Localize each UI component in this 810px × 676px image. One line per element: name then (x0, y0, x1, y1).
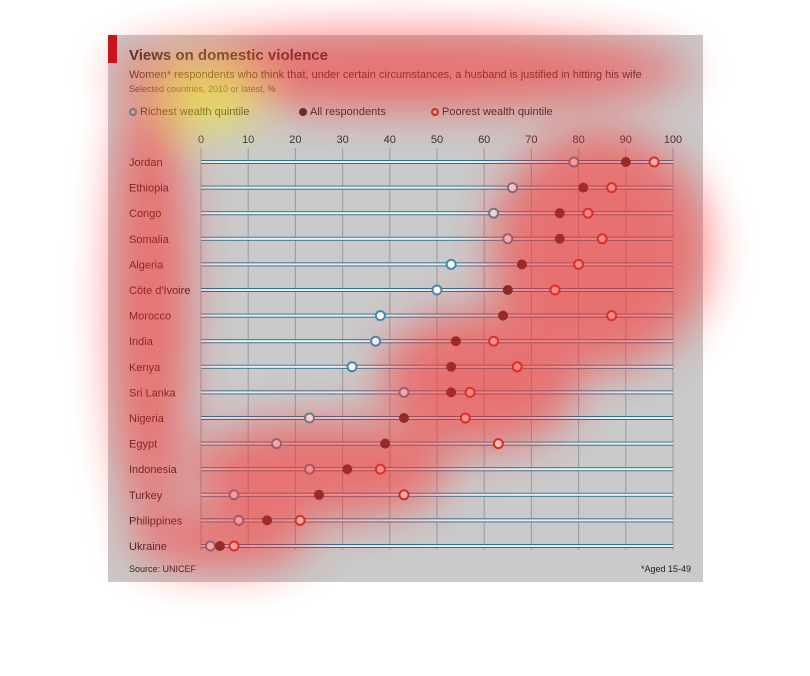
row-band (201, 263, 673, 266)
data-point-series-2 (582, 207, 594, 219)
data-point-series-2 (459, 412, 471, 424)
data-point-series-1 (578, 182, 589, 193)
category-label: Philippines (129, 515, 183, 527)
data-point-series-2 (606, 182, 618, 194)
data-point-series-1 (214, 541, 225, 551)
category-label: Somalia (129, 234, 170, 246)
data-point-series-0 (228, 489, 240, 501)
data-point-series-0 (374, 310, 386, 322)
x-tick-label: 10 (242, 134, 254, 146)
category-label: Turkey (129, 490, 163, 502)
row-band (201, 545, 673, 547)
chart-plot: 0 10 20 30 40 50 60 70 80 90 100 Jordan Ethiopia Cong… (129, 134, 682, 553)
data-point-series-0 (304, 463, 316, 475)
data-point-series-1 (314, 489, 324, 500)
x-tick-label: 50 (431, 134, 443, 146)
category-label: Congo (129, 208, 161, 220)
x-tick-label: 100 (664, 134, 682, 146)
x-tick-label: 60 (478, 134, 490, 146)
category-label: Algeria (129, 259, 164, 271)
data-point-series-2 (648, 156, 660, 168)
data-point-series-1 (262, 515, 273, 526)
row-band (201, 186, 673, 189)
data-point-series-1 (342, 464, 353, 475)
data-point-series-0 (370, 335, 382, 347)
row-band (201, 519, 673, 522)
category-label: Indonesia (129, 464, 178, 476)
data-point-series-0 (233, 514, 245, 526)
row-band (201, 314, 673, 317)
data-point-series-1 (554, 208, 565, 219)
data-point-series-0 (204, 540, 216, 552)
data-point-series-0 (488, 207, 500, 219)
data-point-series-0 (398, 386, 410, 398)
data-point-series-1 (554, 233, 565, 244)
data-point-series-2 (606, 310, 618, 322)
row-band (201, 237, 673, 240)
category-label: Côte d'Ivoire (129, 285, 190, 297)
category-label: Egypt (129, 439, 157, 451)
data-point-series-0 (502, 233, 514, 245)
data-point-series-0 (346, 361, 358, 373)
category-label: Ethiopia (129, 183, 170, 195)
data-point-series-1 (450, 336, 461, 347)
data-point-series-1 (398, 413, 409, 423)
category-label: Kenya (129, 362, 161, 374)
category-label: India (129, 336, 154, 348)
data-point-series-1 (620, 157, 631, 167)
data-point-series-1 (380, 438, 391, 449)
data-point-series-0 (568, 156, 580, 168)
x-tick-label: 0 (198, 134, 204, 146)
x-tick-label: 40 (384, 134, 396, 146)
x-tick-label: 90 (620, 134, 632, 146)
row-band (201, 493, 673, 496)
row-band (201, 391, 673, 394)
row-band (201, 417, 673, 419)
legend-filled-dark-icon (299, 108, 307, 116)
chart-source: Source: UNICEF (129, 564, 197, 574)
data-point-series-1 (516, 259, 527, 270)
category-label: Jordan (129, 157, 163, 169)
data-point-series-2 (511, 361, 523, 373)
data-point-series-1 (502, 285, 513, 295)
category-label: Sri Lanka (129, 387, 176, 399)
row-band (201, 340, 673, 343)
chart-panel: Views on domestic violence Women* respon… (108, 35, 703, 582)
data-point-series-2 (228, 540, 240, 552)
x-tick-label: 70 (525, 134, 537, 146)
data-point-series-0 (507, 182, 519, 194)
data-point-series-2 (488, 335, 500, 347)
data-point-series-2 (464, 386, 476, 398)
data-point-series-2 (549, 284, 561, 296)
data-point-series-1 (498, 310, 509, 321)
row-band (201, 468, 673, 471)
data-point-series-2 (398, 489, 410, 501)
data-point-series-0 (445, 258, 457, 270)
x-tick-label: 80 (572, 134, 584, 146)
row-band (201, 212, 673, 215)
data-point-series-2 (573, 258, 585, 270)
category-label: Morocco (129, 311, 171, 323)
x-tick-label: 30 (336, 134, 348, 146)
row-band (201, 365, 673, 368)
category-label: Nigeria (129, 413, 165, 425)
chart-footnote: *Aged 15-49 (640, 564, 691, 574)
row-band (201, 161, 673, 163)
data-point-series-2 (596, 233, 608, 245)
data-point-series-0 (431, 284, 443, 296)
x-tick-label: 20 (289, 134, 301, 146)
data-point-series-0 (304, 412, 316, 424)
data-point-series-1 (446, 361, 457, 372)
data-point-series-2 (492, 438, 504, 450)
data-point-series-2 (374, 463, 386, 475)
category-label: Ukraine (129, 541, 167, 553)
data-point-series-2 (294, 514, 306, 526)
data-point-series-0 (271, 438, 283, 450)
data-point-series-1 (446, 387, 457, 398)
